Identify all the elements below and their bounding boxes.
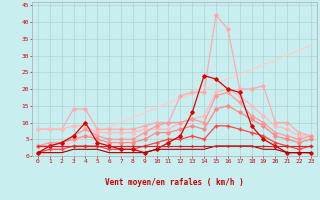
X-axis label: Vent moyen/en rafales ( km/h ): Vent moyen/en rafales ( km/h ) (105, 178, 244, 187)
